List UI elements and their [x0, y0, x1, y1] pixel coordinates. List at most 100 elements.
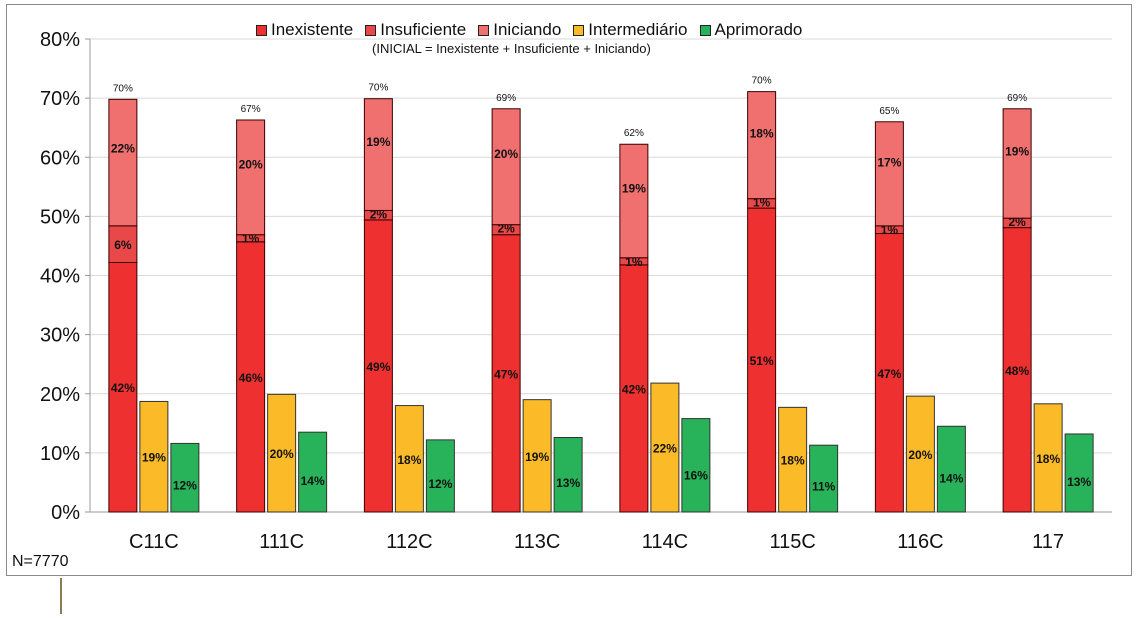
data-label: 12%	[428, 477, 452, 491]
bar-aprimorado	[936, 425, 966, 513]
data-label: 22%	[653, 442, 677, 456]
bar-iniciando	[1002, 108, 1032, 219]
decorative-divider	[60, 578, 62, 614]
data-label: 19%	[366, 135, 390, 149]
bar-aprimorado	[1064, 433, 1094, 513]
data-label: 42%	[111, 381, 135, 395]
data-label: 16%	[684, 469, 708, 483]
x-tick-label: 113C	[514, 531, 560, 553]
legend-label-iniciando: Iniciando	[493, 20, 562, 39]
legend-label-inexistente: Inexistente	[271, 20, 354, 39]
bar-intermediario	[267, 393, 297, 513]
data-label: 20%	[908, 448, 932, 462]
data-label: 48%	[1005, 364, 1029, 378]
bar-inexistente	[619, 264, 649, 513]
x-tick-label: 114C	[642, 531, 688, 553]
legend-label-intermediario: Intermediário	[588, 20, 688, 39]
total-label: 62%	[624, 128, 644, 139]
bar-aprimorado	[298, 431, 328, 513]
bar-iniciando	[619, 143, 649, 259]
bar-intermediario	[905, 395, 935, 513]
data-label: 18%	[781, 454, 805, 468]
bar-intermediario	[139, 400, 169, 513]
x-tick-label: 116C	[897, 531, 943, 553]
total-label: 65%	[879, 106, 899, 117]
y-tick-label: 40%	[40, 266, 80, 288]
x-tick-label: 111C	[259, 531, 304, 553]
legend-label-aprimorado: Aprimorado	[714, 20, 803, 39]
bar-iniciando	[363, 98, 393, 211]
bar-inexistente	[1002, 227, 1032, 513]
legend-item-inexistente: Inexistente	[256, 20, 353, 40]
data-label: 19%	[1005, 144, 1029, 158]
bar-insuficiente	[108, 225, 138, 263]
x-tick-label: 112C	[386, 531, 432, 553]
total-label: 67%	[241, 104, 261, 115]
y-tick-label: 30%	[40, 325, 80, 347]
total-label: 69%	[1007, 93, 1027, 104]
data-label: 14%	[939, 472, 963, 486]
data-label: 6%	[114, 238, 132, 252]
data-label: 20%	[270, 447, 294, 461]
sample-size-label: N=7770	[12, 553, 69, 570]
y-tick-label: 50%	[40, 206, 80, 228]
data-label: 18%	[397, 453, 421, 467]
legend-item-iniciando: Iniciando	[478, 20, 561, 40]
bar-inexistente	[363, 219, 393, 513]
data-label: 19%	[142, 451, 166, 465]
data-label: 13%	[1067, 475, 1091, 489]
bar-iniciando	[108, 98, 138, 227]
legend-item-aprimorado: Aprimorado	[699, 20, 803, 40]
bar-iniciando	[236, 119, 266, 236]
y-tick-label: 70%	[40, 88, 80, 110]
bar-aprimorado	[553, 437, 583, 513]
legend-swatch-intermediario	[573, 24, 585, 36]
legend-note: (INICIAL = Inexistente + Insuficiente + …	[372, 41, 651, 56]
total-label: 70%	[368, 83, 388, 94]
legend-swatch-iniciando	[478, 24, 490, 36]
x-tick-label: C11C	[129, 531, 179, 553]
data-label: 19%	[525, 450, 549, 464]
bar-intermediario	[522, 399, 552, 513]
y-tick-label: 0%	[51, 502, 80, 524]
y-tick-label: 60%	[40, 147, 80, 169]
x-tick-label: 115C	[769, 531, 815, 553]
bar-iniciando	[491, 108, 521, 226]
data-label: 19%	[622, 181, 646, 195]
total-label: 70%	[752, 76, 772, 87]
y-tick-label: 20%	[40, 384, 80, 406]
bar-intermediario	[394, 405, 424, 513]
data-label: 47%	[494, 367, 518, 381]
data-label: 20%	[494, 147, 518, 161]
bar-inexistente	[236, 241, 266, 513]
data-label: 14%	[301, 474, 325, 488]
bar-inexistente	[108, 261, 138, 513]
bar-inexistente	[491, 234, 521, 513]
bar-inexistente	[747, 207, 777, 513]
data-label: 18%	[1036, 452, 1060, 466]
data-label: 46%	[239, 371, 263, 385]
legend-swatch-aprimorado	[699, 24, 711, 36]
x-tick-label: 117	[1032, 531, 1064, 553]
total-label: 70%	[113, 83, 133, 94]
data-label: 20%	[239, 158, 263, 172]
bar-intermediario	[650, 382, 680, 513]
bar-aprimorado	[809, 444, 839, 513]
data-label: 1%	[753, 196, 771, 210]
bar-aprimorado	[170, 442, 200, 513]
data-label: 1%	[625, 255, 643, 269]
legend-item-insuficiente: Insuficiente	[365, 20, 466, 40]
bar-intermediario	[1033, 403, 1063, 513]
legend-swatch-insuficiente	[365, 24, 377, 36]
total-label: 69%	[496, 93, 516, 104]
data-label: 51%	[750, 354, 774, 368]
data-label: 1%	[881, 223, 899, 237]
data-label: 22%	[111, 141, 135, 155]
legend-swatch-inexistente	[256, 24, 267, 36]
legend-label-insuficiente: Insuficiente	[380, 20, 467, 39]
data-label: 42%	[622, 382, 646, 396]
data-label: 13%	[556, 476, 580, 490]
legend-item-intermediario: Intermediário	[573, 20, 688, 40]
bar-intermediario	[778, 406, 808, 513]
